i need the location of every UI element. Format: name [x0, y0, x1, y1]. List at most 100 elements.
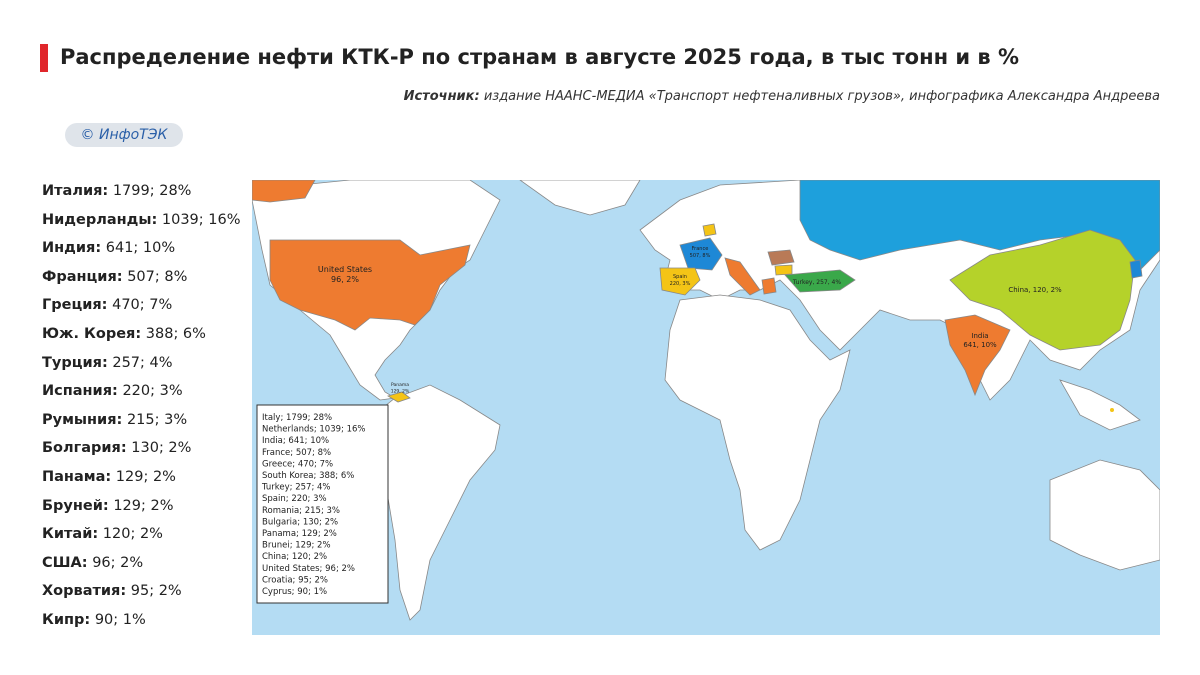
india	[944, 314, 1011, 397]
country-row: Панама: 129; 2%	[42, 463, 241, 492]
map-label: United States	[318, 265, 372, 274]
country-value: 1039; 16%	[161, 211, 241, 228]
country-name: Турция:	[42, 354, 108, 371]
logo[interactable]: © ИнфоТЭК	[65, 123, 183, 147]
country-value: 388; 6%	[145, 325, 206, 342]
country-row: Бруней: 129; 2%	[42, 492, 241, 521]
france	[679, 237, 723, 271]
country-row: США: 96; 2%	[42, 549, 241, 578]
italy	[724, 257, 761, 296]
panama	[387, 391, 411, 403]
country-row: Индия: 641; 10%	[42, 234, 241, 263]
country-row: Испания: 220; 3%	[42, 377, 241, 406]
country-row: Румыния: 215; 3%	[42, 406, 241, 435]
country-row: Юж. Корея: 388; 6%	[42, 320, 241, 349]
country-name: Бруней:	[42, 497, 109, 514]
map-legend-item: China; 120; 2%	[262, 552, 327, 562]
country-value: 120; 2%	[102, 526, 163, 543]
country-name: Нидерланды:	[42, 211, 158, 228]
map-legend-item: France; 507; 8%	[262, 448, 331, 458]
country-value: 257; 4%	[112, 354, 173, 371]
country-name: Румыния:	[42, 411, 123, 428]
map-label: France	[692, 246, 709, 252]
country-row: Хорватия: 95; 2%	[42, 577, 241, 606]
country-row: Нидерланды: 1039; 16%	[42, 206, 241, 235]
map-legend-item: Greece; 470; 7%	[262, 459, 333, 469]
map-label: India	[971, 332, 988, 340]
country-value: 130; 2%	[131, 440, 192, 457]
greece	[761, 277, 777, 295]
country-value: 1799; 28%	[112, 183, 192, 199]
country-value: 507; 8%	[127, 268, 188, 285]
map-label: 129, 2%	[391, 389, 410, 395]
country-row: Китай: 120; 2%	[42, 520, 241, 549]
map-label: 507, 8%	[690, 253, 711, 259]
map-legend-item: South Korea; 388; 6%	[262, 471, 354, 481]
map-legend-item: United States; 96; 2%	[262, 564, 355, 574]
country-row: Болгария: 130; 2%	[42, 434, 241, 463]
map-legend-item: Cyprus; 90; 1%	[262, 587, 327, 597]
country-value: 215; 3%	[126, 411, 188, 428]
map-legend-item: Croatia; 95; 2%	[262, 575, 328, 585]
map-label: China, 120, 2%	[1008, 286, 1062, 294]
map-legend-item: Romania; 215; 3%	[262, 506, 340, 516]
country-value: 96; 2%	[92, 554, 144, 571]
country-name: Хорватия:	[42, 583, 127, 600]
map: Italy; 1799; 28% Netherlands; 1039; 16% In…	[252, 180, 1160, 635]
country-row: Франция: 507; 8%	[42, 263, 241, 292]
map-legend-box	[256, 404, 389, 604]
country-value: 641; 10%	[105, 240, 176, 257]
title: Распределение нефти КТК-Р по странам в а…	[60, 45, 1020, 69]
bulgaria	[774, 264, 793, 276]
map-label: Panama	[391, 382, 409, 388]
country-name: Испания:	[42, 383, 118, 400]
map-legend-item: Bulgaria; 130; 2%	[262, 517, 338, 527]
country-row: Греция: 470; 7%	[42, 291, 241, 320]
greenland	[519, 180, 641, 216]
country-name: Кипр:	[42, 611, 91, 628]
source-text: издание НААНС-МЕДИА «Транспорт нефтенали…	[483, 89, 1160, 104]
map-legend-item: Panama; 129; 2%	[262, 529, 337, 539]
map-legend-item: Turkey; 257; 4%	[261, 483, 331, 493]
country-name: Греция:	[42, 297, 108, 314]
country-name: Китай:	[42, 526, 99, 543]
title-accent	[40, 44, 48, 72]
usa	[269, 239, 471, 331]
country-name: Болгария:	[42, 440, 127, 457]
country-row: Кипр: 90; 1%	[42, 606, 241, 635]
map-legend-item: Italy; 1799; 28%	[262, 413, 332, 423]
map-label: 220, 3%	[670, 281, 691, 287]
spain	[659, 267, 701, 296]
netherlands	[702, 223, 717, 237]
country-row: Турция: 257; 4%	[42, 349, 241, 378]
map-legend-item: Netherlands; 1039; 16%	[262, 425, 365, 435]
alaska	[252, 180, 316, 203]
source: Источник: издание НААНС-МЕДИА «Транспорт…	[404, 89, 1160, 104]
map-label: Spain	[673, 274, 687, 280]
southeast-asia	[1059, 379, 1141, 431]
country-value: 129; 2%	[115, 468, 176, 485]
country-name: США:	[42, 554, 88, 571]
country-name: Панама:	[42, 468, 112, 485]
country-list: Италия: 1799; 28% Нидерланды: 1039; 16% Ин…	[42, 177, 241, 635]
romania	[767, 249, 795, 266]
country-value: 220; 3%	[122, 383, 183, 400]
russia	[799, 180, 1160, 271]
source-label: Источник:	[403, 89, 480, 104]
china	[949, 229, 1136, 351]
map-label: 96, 2%	[331, 275, 359, 284]
map-legend-item: Brunei; 129; 2%	[262, 541, 331, 551]
map-label: 641, 10%	[963, 341, 997, 349]
country-value: 129; 2%	[113, 497, 174, 514]
australia	[1049, 459, 1160, 571]
turkey	[784, 269, 856, 293]
brunei	[1110, 408, 1114, 412]
south-korea	[1129, 259, 1143, 279]
country-value: 95; 2%	[130, 583, 182, 600]
map-legend-item: Spain; 220; 3%	[262, 494, 327, 504]
country-value: 90; 1%	[94, 611, 146, 628]
country-row: Италия: 1799; 28%	[42, 177, 241, 206]
africa	[664, 294, 851, 551]
country-name: Индия:	[42, 240, 102, 257]
